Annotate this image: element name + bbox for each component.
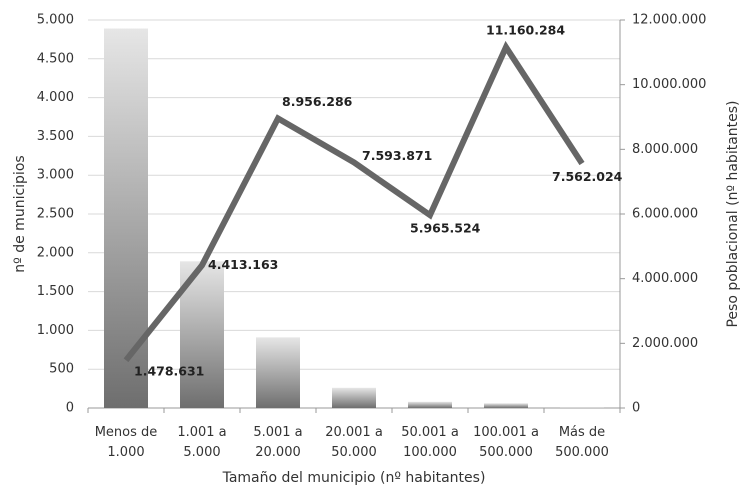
bar: [484, 403, 528, 408]
y-tick-label: 2.500: [37, 207, 74, 222]
data-label: 7.562.024: [552, 169, 623, 184]
x-tick-label: Más de 500.000: [555, 425, 609, 460]
line-series: [123, 40, 585, 363]
y-tick-label: 3.000: [37, 168, 74, 183]
data-label: 1.478.631: [134, 364, 204, 379]
y-tick-label: 1.500: [37, 284, 74, 299]
y-tick-label: 3.500: [37, 129, 74, 144]
x-tick-label: 5.001 a 20.000: [253, 425, 302, 460]
data-label: 5.965.524: [410, 221, 481, 236]
data-label: 11.160.284: [486, 23, 565, 38]
y-tick-label: 500: [49, 362, 74, 377]
bar: [256, 337, 300, 408]
y2-tick-label: 10.000.000: [632, 77, 706, 92]
y-tick-label: 1.000: [37, 323, 74, 338]
y-tick-label: 2.000: [37, 245, 74, 260]
y2-axis-title: Peso poblacional (nº habitantes): [725, 100, 741, 327]
y2-tick-label: 4.000.000: [632, 271, 698, 286]
bar: [332, 387, 376, 408]
x-tick-label: 50.001 a 100.000: [401, 425, 459, 460]
y-axis-title: nº de municipios: [12, 155, 28, 272]
y-tick-label: 5.000: [37, 13, 74, 28]
y2-tick-label: 12.000.000: [632, 13, 706, 28]
y-tick-label: 0: [66, 401, 74, 416]
data-label: 4.413.163: [208, 257, 278, 272]
x-tick-label: 100.001 a 500.000: [473, 425, 539, 460]
y2-tick-label: 0: [632, 401, 640, 416]
y-tick-label: 4.000: [37, 90, 74, 105]
y2-tick-label: 6.000.000: [632, 207, 698, 222]
y2-tick-label: 8.000.000: [632, 142, 698, 157]
x-axis-title: Tamaño del municipio (nº habitantes): [222, 470, 486, 486]
y-tick-label: 4.500: [37, 51, 74, 66]
bar: [104, 28, 148, 408]
x-tick-label: Menos de 1.000: [95, 425, 158, 460]
x-tick-label: 20.001 a 50.000: [325, 425, 383, 460]
y2-tick-label: 2.000.000: [632, 336, 698, 351]
bar: [408, 401, 452, 408]
data-label: 7.593.871: [362, 148, 432, 163]
x-tick-label: 1.001 a 5.000: [177, 425, 226, 460]
data-label: 8.956.286: [282, 94, 353, 109]
